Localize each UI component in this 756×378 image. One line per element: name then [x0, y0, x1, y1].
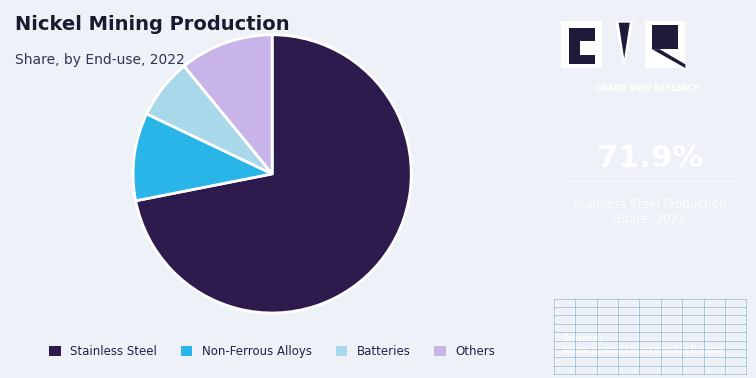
Wedge shape: [184, 35, 272, 174]
FancyBboxPatch shape: [580, 41, 594, 55]
Legend: Stainless Steel, Non-Ferrous Alloys, Batteries, Others: Stainless Steel, Non-Ferrous Alloys, Bat…: [44, 340, 500, 363]
Text: Source:
www.grandviewresearch.com: Source: www.grandviewresearch.com: [561, 334, 723, 355]
Polygon shape: [652, 49, 685, 68]
Text: Share, by End-use, 2022: Share, by End-use, 2022: [15, 53, 185, 67]
Text: GRAND VIEW RESEARCH: GRAND VIEW RESEARCH: [596, 84, 700, 93]
FancyBboxPatch shape: [645, 21, 685, 68]
Wedge shape: [133, 114, 272, 201]
Text: Stainless Steel Production
Share, 2022: Stainless Steel Production Share, 2022: [574, 198, 727, 226]
Wedge shape: [147, 66, 272, 174]
Text: 71.9%: 71.9%: [597, 144, 703, 173]
Wedge shape: [135, 35, 411, 313]
Text: Nickel Mining Production: Nickel Mining Production: [15, 15, 290, 34]
FancyBboxPatch shape: [652, 25, 678, 49]
Polygon shape: [618, 23, 630, 59]
Polygon shape: [615, 21, 634, 68]
FancyBboxPatch shape: [561, 21, 602, 68]
FancyBboxPatch shape: [569, 28, 594, 64]
